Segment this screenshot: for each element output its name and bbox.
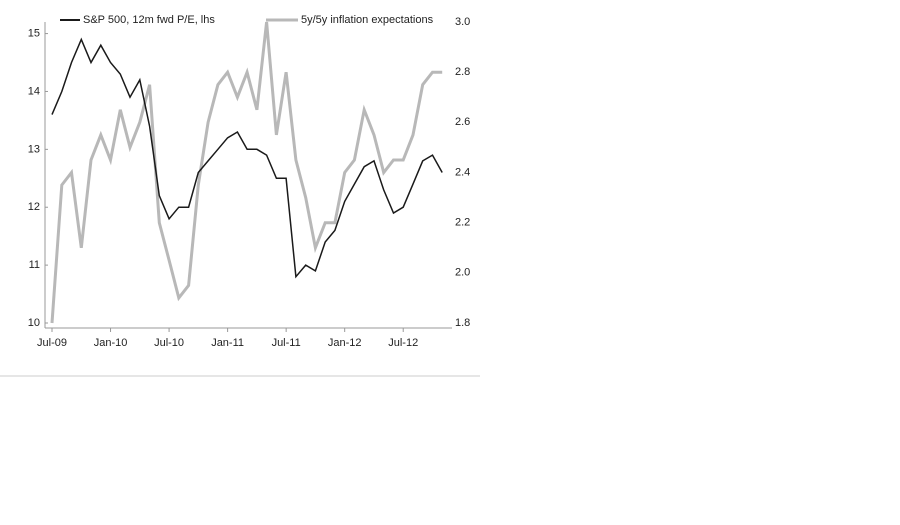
y2-tick-label: 2.6 [455, 116, 470, 128]
legend-label: 5y/5y inflation expectations [301, 14, 434, 26]
y-tick-label: 10 [28, 317, 40, 329]
x-tick-label: Jan-12 [328, 337, 362, 349]
y2-tick-label: 3.0 [455, 16, 470, 28]
y2-tick-label: 2.8 [455, 66, 470, 78]
x-tick-label: Jul-09 [37, 337, 67, 349]
y2-tick-label: 2.0 [455, 267, 470, 279]
x-tick-label: Jul-12 [388, 337, 418, 349]
x-tick-label: Jan-11 [211, 337, 244, 349]
y-tick-label: 14 [28, 85, 40, 97]
y-tick-label: 11 [29, 259, 40, 271]
y2-tick-label: 2.4 [455, 166, 470, 178]
y-tick-label: 15 [28, 27, 40, 39]
x-tick-label: Jan-10 [94, 337, 128, 349]
y-tick-label: 13 [28, 143, 40, 155]
x-tick-label: Jul-10 [154, 337, 184, 349]
y-tick-label: 12 [28, 201, 40, 213]
y2-tick-label: 2.2 [455, 217, 470, 229]
series-line [50, 21, 443, 324]
y2-tick-label: 1.8 [455, 317, 470, 329]
legend-label: S&P 500, 12m fwd P/E, lhs [83, 14, 215, 26]
x-tick-label: Jul-11 [272, 337, 301, 349]
series-line [51, 37, 443, 279]
